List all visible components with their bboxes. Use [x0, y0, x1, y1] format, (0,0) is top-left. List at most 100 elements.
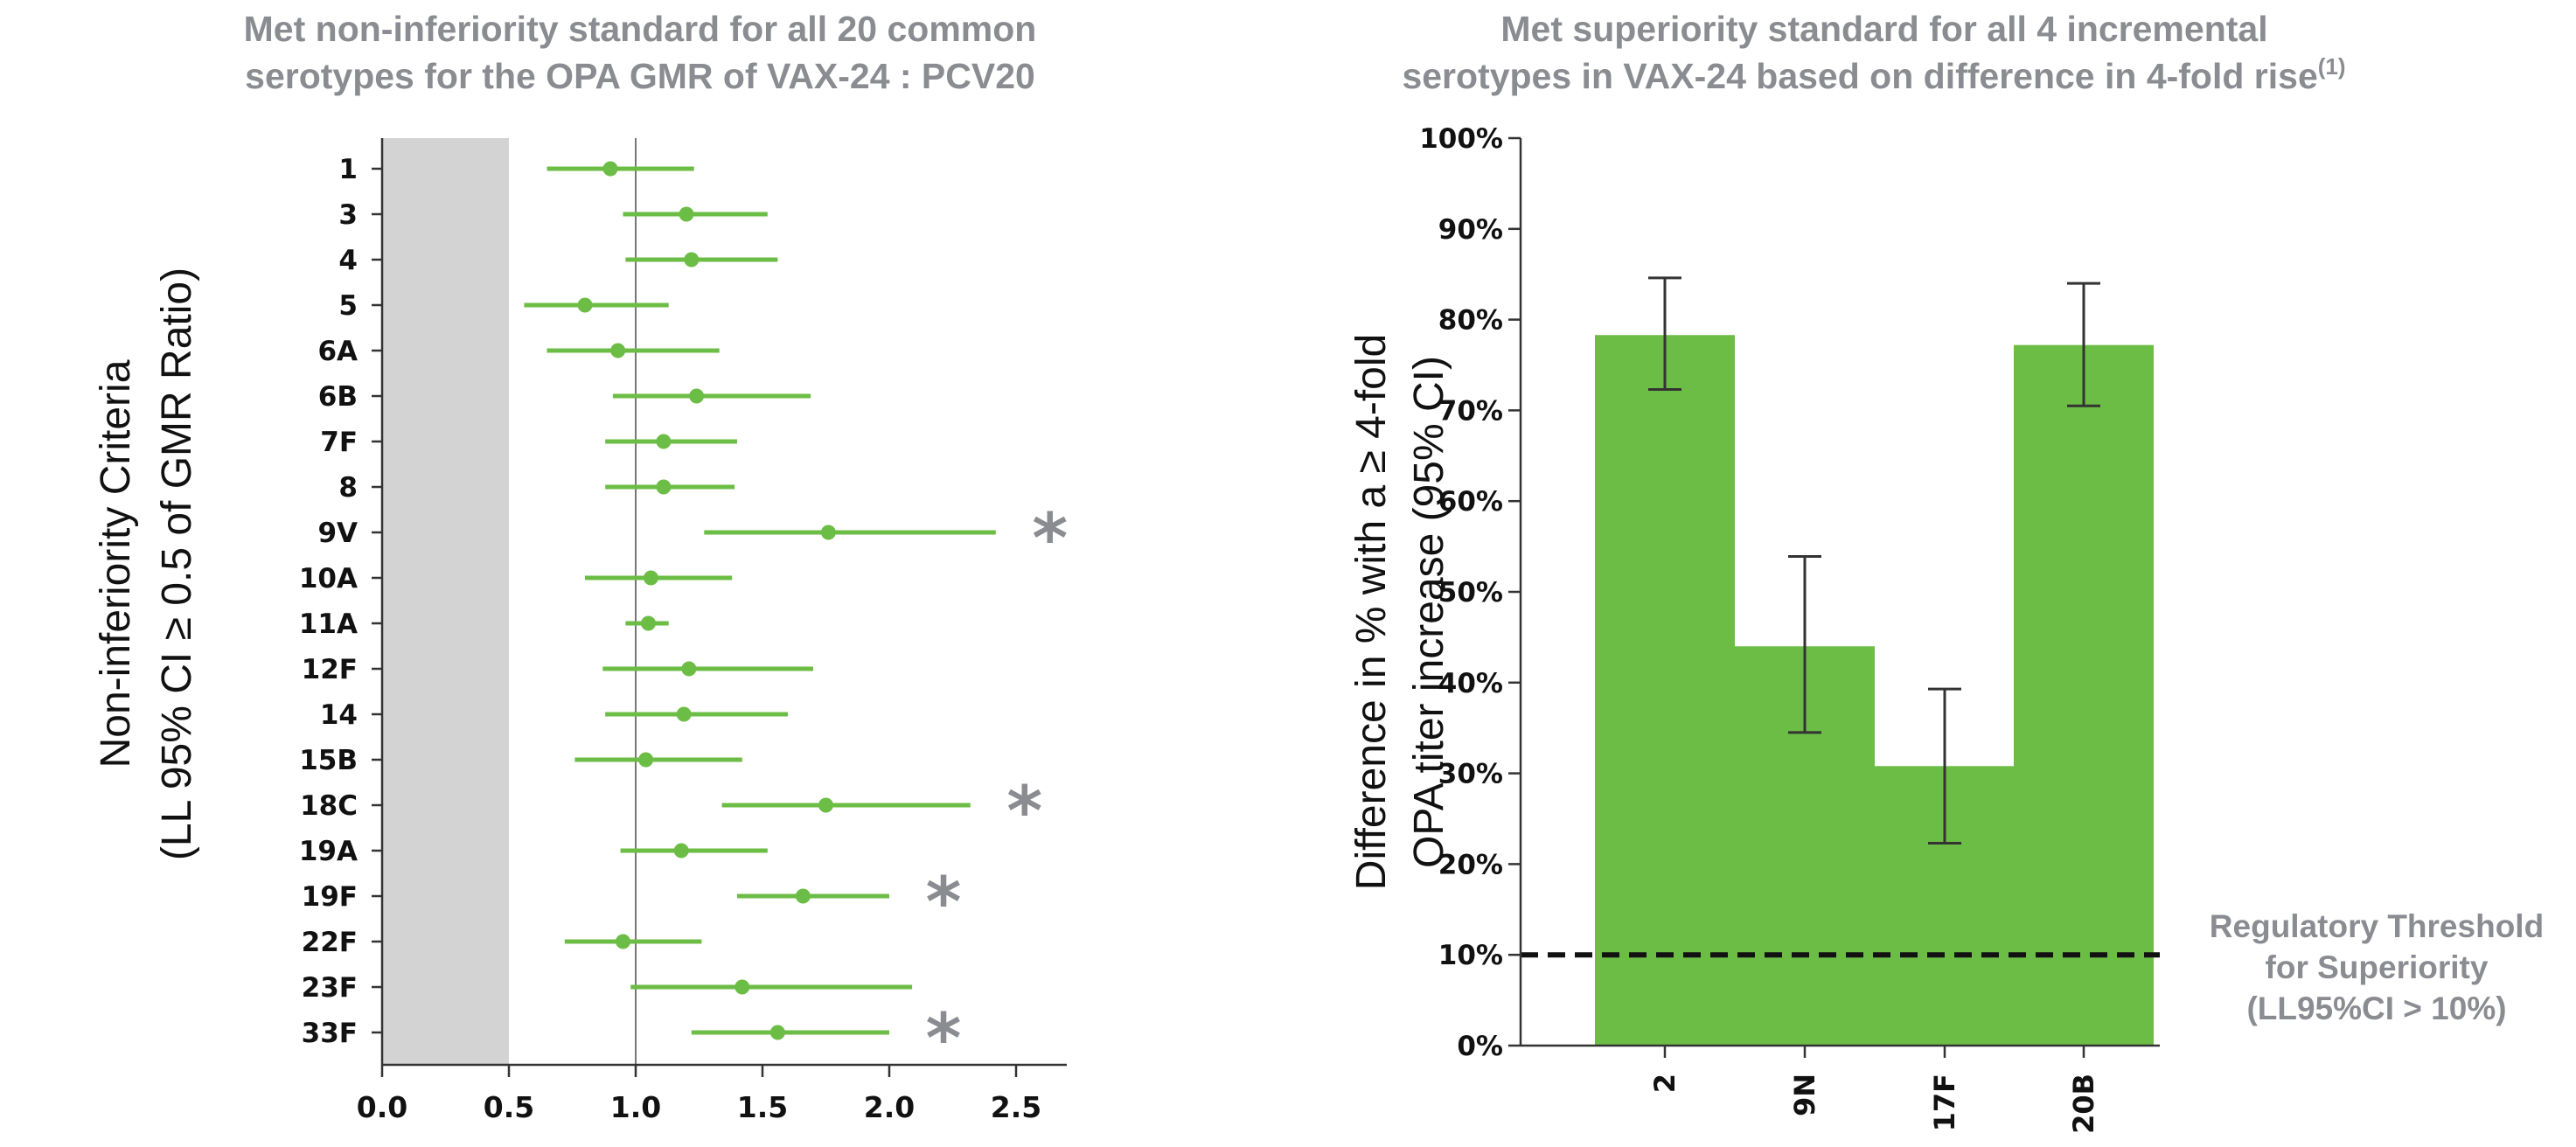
- bar-y-tick-label: 0%: [1457, 1031, 1503, 1062]
- bar-y-tick-label: 30%: [1438, 759, 1503, 790]
- forest-row: 22F: [302, 927, 702, 958]
- forest-title-line-1: Met non-inferiority standard for all 20 …: [244, 9, 1037, 49]
- serotype-label: 12F: [302, 654, 358, 685]
- bar-group: [1735, 555, 1875, 1046]
- forest-row: 15B: [299, 745, 742, 776]
- bar-x-labels: 2 9N 17F 20B: [1648, 1046, 2100, 1134]
- bar: [1595, 335, 1735, 1046]
- point-estimate: [820, 525, 836, 540]
- serotype-label: 19A: [299, 836, 358, 867]
- bar-group: [1875, 687, 2015, 1046]
- point-estimate: [638, 752, 654, 768]
- bar-y-tick-label: 100%: [1419, 123, 1503, 155]
- bar-group: [2014, 282, 2154, 1046]
- forest-row: 18C *: [300, 773, 1042, 852]
- point-estimate: [795, 888, 811, 904]
- forest-row: 8: [338, 472, 735, 504]
- bar-y-tick-label: 50%: [1438, 577, 1503, 608]
- forest-row: 5: [338, 290, 669, 322]
- forest-row: 4: [338, 245, 778, 276]
- significance-asterisk: *: [926, 1000, 962, 1079]
- serotype-label: 23F: [302, 972, 358, 1004]
- forest-x-ticks: 0.0 0.5 1.0 1.5 2.0 2.5: [357, 1065, 1041, 1124]
- bar-chart: Met superiority standard for all 4 incre…: [1348, 9, 2544, 1134]
- bar-group: [1595, 276, 1735, 1046]
- forest-x-tick-label: 1.0: [610, 1090, 661, 1124]
- significance-asterisk: *: [926, 864, 962, 942]
- serotype-label: 5: [338, 290, 358, 322]
- forest-x-tick-label: 0.5: [484, 1090, 534, 1124]
- point-estimate: [577, 297, 593, 313]
- forest-row: 7F: [320, 427, 737, 458]
- serotype-label: 7F: [320, 427, 358, 458]
- bar-x-label: 9N: [1788, 1074, 1821, 1116]
- forest-ylabel-line-1: Non-inferiority Criteria: [93, 359, 139, 768]
- significance-asterisk: *: [1006, 773, 1042, 852]
- point-estimate: [641, 615, 656, 631]
- bar: [2014, 344, 2154, 1046]
- serotype-label: 9V: [317, 518, 358, 549]
- significance-asterisk: *: [1032, 500, 1068, 579]
- bar-series: [1595, 276, 2154, 1046]
- point-estimate: [616, 934, 630, 949]
- bar-y-tick-label: 20%: [1438, 849, 1503, 880]
- forest-row: 11A: [299, 608, 669, 640]
- threshold-note-line-1: Regulatory Threshold: [2210, 908, 2544, 944]
- serotype-label: 10A: [299, 563, 358, 594]
- point-estimate: [656, 434, 672, 449]
- serotype-label: 8: [338, 472, 358, 504]
- bar-y-tick-label: 70%: [1438, 395, 1503, 427]
- forest-x-tick-label: 1.5: [737, 1090, 788, 1124]
- point-estimate: [643, 570, 658, 586]
- bar-title-line-2-text: serotypes in VAX-24 based on difference …: [1402, 56, 2317, 96]
- serotype-label: 1: [338, 154, 358, 185]
- bar-y-tick-label: 80%: [1438, 305, 1503, 337]
- forest-row: 23F: [302, 972, 913, 1004]
- forest-row: 3: [338, 199, 768, 231]
- bar-ylabel-line-2: OPA titer increase (95% CI): [1406, 356, 1452, 868]
- point-estimate: [656, 479, 672, 495]
- forest-rows: 1 3 4 5 6A 6B 7F 8 9V * 10A 11A 12F 14 15B 18C * 19A 19F * 2…: [299, 154, 1068, 1079]
- forest-row: 19F *: [302, 864, 962, 942]
- forest-row: 33F *: [302, 1000, 962, 1079]
- bar-x-label: 20B: [2067, 1074, 2100, 1134]
- threshold-note-line-3: (LL95%CI > 10%): [2246, 991, 2506, 1026]
- bar-ylabel-line-1: Difference in % with a ≥ 4-fold: [1348, 334, 1395, 890]
- point-estimate: [684, 252, 700, 268]
- serotype-label: 3: [338, 199, 358, 231]
- forest-row: 1: [338, 154, 694, 185]
- point-estimate: [769, 1025, 785, 1040]
- bar-y-ticks: 0% 10% 20% 30% 40% 50% 60% 70% 80% 90% 100%: [1419, 123, 1521, 1062]
- forest-row: 6A: [317, 336, 720, 367]
- bar-x-label: 17F: [1928, 1074, 1961, 1131]
- forest-x-tick-label: 2.0: [864, 1090, 915, 1124]
- point-estimate: [602, 161, 618, 177]
- threshold-note-line-2: for Superiority: [2266, 949, 2489, 985]
- serotype-label: 4: [338, 245, 358, 276]
- serotype-label: 22F: [302, 927, 358, 958]
- forest-row: 6B: [318, 381, 811, 413]
- serotype-label: 33F: [302, 1018, 358, 1049]
- bar-y-tick-label: 40%: [1438, 668, 1503, 699]
- serotype-label: 6A: [317, 336, 358, 367]
- non-inferiority-shaded-region: [382, 138, 509, 1065]
- point-estimate: [818, 797, 833, 813]
- serotype-label: 18C: [300, 790, 358, 822]
- point-estimate: [673, 843, 689, 859]
- bar-title-line-1: Met superiority standard for all 4 incre…: [1500, 9, 2267, 49]
- serotype-label: 15B: [299, 745, 358, 776]
- bar-title-superscript: (1): [2318, 53, 2346, 80]
- bar-x-label: 2: [1648, 1074, 1681, 1093]
- forest-row: 14: [320, 699, 788, 731]
- forest-chart: Met non-inferiority standard for all 20 …: [93, 9, 1068, 1124]
- serotype-label: 19F: [302, 881, 358, 913]
- forest-x-tick-label: 0.0: [357, 1090, 407, 1124]
- forest-title-line-2: serotypes for the OPA GMR of VAX-24 : PC…: [245, 56, 1035, 96]
- serotype-label: 14: [320, 699, 358, 731]
- point-estimate: [676, 706, 692, 722]
- forest-row: 12F: [302, 654, 813, 685]
- point-estimate: [681, 661, 697, 677]
- forest-row: 19A: [299, 836, 768, 867]
- forest-row: 10A: [299, 563, 733, 594]
